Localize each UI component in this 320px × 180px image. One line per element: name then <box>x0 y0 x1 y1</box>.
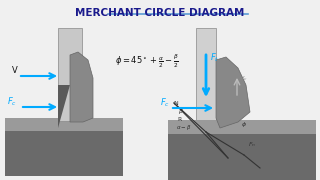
Bar <box>168 120 316 134</box>
Bar <box>196 28 216 136</box>
Polygon shape <box>70 52 93 122</box>
Bar <box>58 28 82 121</box>
Text: $F_t$: $F_t$ <box>210 51 219 64</box>
Text: $\alpha-\beta$: $\alpha-\beta$ <box>176 123 192 132</box>
Text: $F_n$: $F_n$ <box>248 140 256 149</box>
Bar <box>5 118 123 131</box>
Text: $\beta$: $\beta$ <box>178 107 184 116</box>
Text: N: N <box>173 101 178 106</box>
Bar <box>5 128 123 176</box>
Text: $F_c$: $F_c$ <box>160 96 170 109</box>
Text: $F_c$: $F_c$ <box>7 95 17 107</box>
Text: MERCHANT CIRCLE DIAGRAM: MERCHANT CIRCLE DIAGRAM <box>75 8 245 18</box>
Text: $\phi = 45^\circ + \frac{\alpha}{2} - \frac{\beta}{2}$: $\phi = 45^\circ + \frac{\alpha}{2} - \f… <box>115 52 179 70</box>
Polygon shape <box>58 85 70 128</box>
Text: V: V <box>12 66 18 75</box>
Text: $V_c$: $V_c$ <box>239 74 248 83</box>
Bar <box>168 132 316 180</box>
Text: $\phi$: $\phi$ <box>241 120 247 129</box>
Polygon shape <box>216 57 250 128</box>
Text: R: R <box>177 117 181 122</box>
